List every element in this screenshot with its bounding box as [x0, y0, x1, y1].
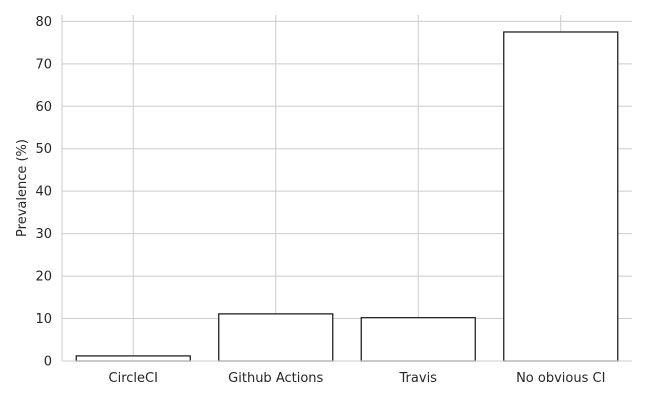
- y-tick-label: 20: [35, 270, 52, 285]
- y-tick-label: 70: [35, 57, 52, 72]
- y-tick-label: 10: [35, 312, 52, 327]
- y-tick-label: 0: [44, 355, 52, 370]
- y-tick-label: 40: [35, 185, 52, 200]
- bar-github-actions: [218, 313, 334, 362]
- y-tick-label: 30: [35, 227, 52, 242]
- x-tick-label: No obvious CI: [516, 371, 605, 386]
- y-tick-label: 60: [35, 100, 52, 115]
- y-tick-label: 50: [35, 142, 52, 157]
- y-tick-label: 80: [35, 15, 52, 30]
- bars: [75, 31, 619, 362]
- x-tick-label: CircleCI: [109, 371, 158, 386]
- x-tick-label: Github Actions: [228, 371, 323, 386]
- y-axis-title: Prevalence (%): [15, 139, 30, 237]
- axes: [61, 15, 632, 362]
- x-tick-labels: CircleCI Github Actions Travis No obvious C…: [109, 371, 606, 386]
- bar-no-obvious-ci: [503, 31, 619, 362]
- bar-travis: [360, 317, 476, 362]
- x-tick-label: Travis: [399, 371, 438, 386]
- bar-circleci: [75, 355, 191, 362]
- y-tick-labels: 0 10 20 30 40 50 60 70 80: [35, 15, 52, 370]
